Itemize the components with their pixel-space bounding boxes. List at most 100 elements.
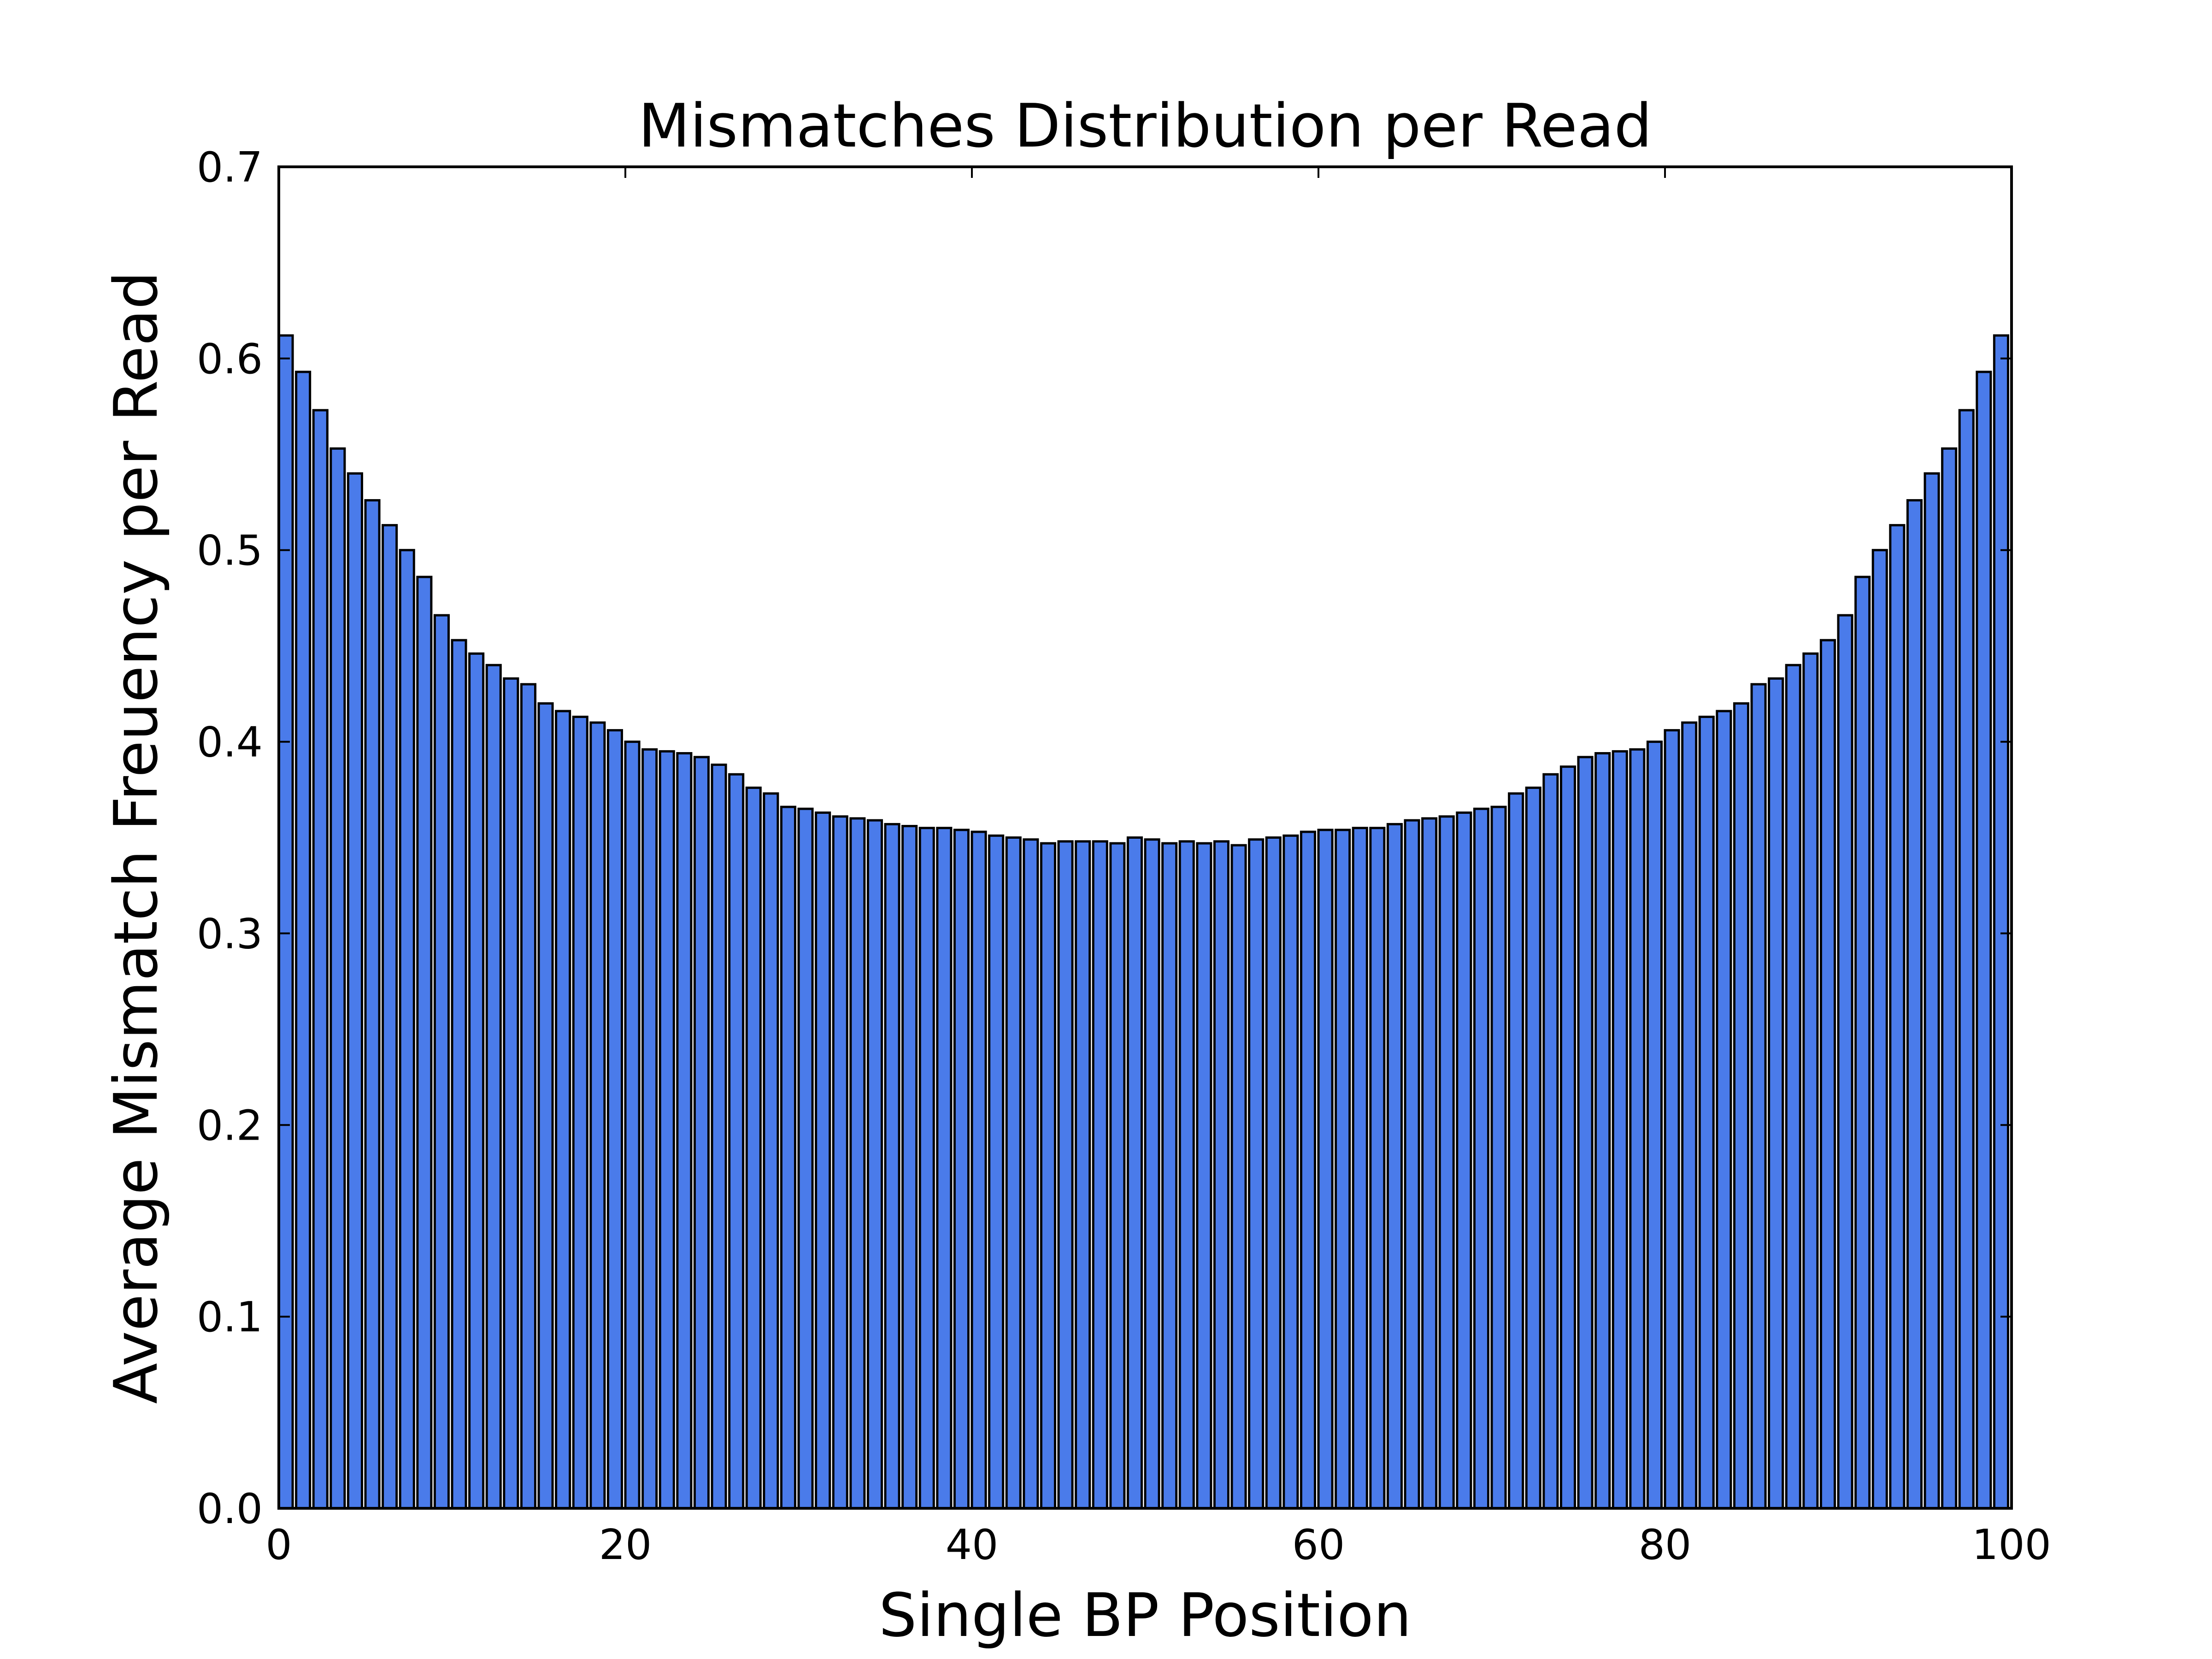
bar-23 (676, 752, 693, 1510)
bar-74 (1559, 765, 1576, 1510)
bar-47 (1092, 840, 1108, 1510)
bar-45 (1057, 840, 1074, 1510)
bar-18 (589, 721, 606, 1510)
bar-51 (1161, 842, 1178, 1510)
y-tick-label: 0.3 (197, 910, 263, 958)
bar-10 (451, 639, 467, 1510)
bar-90 (1837, 614, 1853, 1510)
bar-16 (555, 710, 571, 1510)
bar-96 (1941, 447, 1958, 1510)
bar-65 (1404, 819, 1420, 1510)
bar-44 (1040, 842, 1056, 1510)
bar-37 (918, 827, 935, 1510)
y-tick-label: 0.6 (197, 335, 263, 383)
x-tick-label: 40 (946, 1521, 999, 1569)
bar-11 (468, 652, 485, 1510)
bar-86 (1768, 677, 1784, 1510)
bar-61 (1335, 829, 1351, 1510)
y-tick-label: 0.2 (197, 1101, 263, 1150)
bar-34 (866, 819, 883, 1510)
bar-29 (780, 806, 796, 1510)
bar-39 (953, 829, 970, 1510)
bar-77 (1612, 750, 1628, 1510)
bar-21 (641, 748, 658, 1510)
x-axis-label: Single BP Position (879, 1580, 1412, 1650)
bar-17 (572, 716, 588, 1510)
y-tick-label: 0.0 (197, 1485, 263, 1533)
bar-79 (1646, 741, 1663, 1510)
bar-27 (745, 786, 762, 1510)
bar-13 (503, 677, 519, 1510)
bar-52 (1178, 840, 1195, 1510)
bar-9 (433, 614, 450, 1510)
bar-66 (1421, 817, 1438, 1510)
bar-83 (1716, 710, 1732, 1510)
bar-62 (1352, 827, 1368, 1510)
bar-73 (1542, 773, 1559, 1510)
bar-50 (1144, 838, 1160, 1510)
bar-28 (763, 792, 779, 1510)
bar-57 (1265, 836, 1282, 1510)
bar-35 (884, 823, 900, 1510)
bar-25 (711, 763, 727, 1510)
ticks-group: 0 20 40 60 80 100 0.0 0.1 0.2 0.3 0.4 0.5 0.6 0.7 (197, 143, 2051, 1569)
bar-54 (1213, 840, 1230, 1510)
y-tick-label: 0.4 (197, 718, 263, 767)
bar-97 (1958, 409, 1975, 1510)
bar-58 (1282, 834, 1299, 1510)
bar-69 (1473, 807, 1489, 1510)
bar-0 (277, 334, 294, 1510)
bar-6 (382, 524, 398, 1510)
bar-84 (1733, 702, 1749, 1510)
bar-60 (1317, 829, 1334, 1510)
bar-30 (797, 807, 814, 1510)
bar-92 (1871, 549, 1888, 1510)
bar-75 (1577, 756, 1594, 1510)
bar-42 (1005, 836, 1022, 1510)
bar-81 (1681, 721, 1698, 1510)
bar-53 (1196, 842, 1212, 1510)
bar-98 (1976, 371, 1992, 1510)
bar-71 (1508, 792, 1524, 1510)
plot-frame (277, 165, 2013, 1510)
x-tick-label: 60 (1292, 1521, 1345, 1569)
bar-48 (1109, 842, 1126, 1510)
bar-8 (416, 576, 433, 1510)
bar-22 (659, 750, 675, 1510)
chart-title: Mismatches Distribution per Read (638, 91, 1652, 161)
bar-4 (347, 472, 363, 1510)
bar-26 (728, 773, 745, 1510)
x-tick-label: 100 (1972, 1521, 2051, 1569)
bar-80 (1664, 729, 1680, 1510)
bar-56 (1248, 838, 1265, 1510)
bar-38 (936, 827, 953, 1510)
bar-40 (971, 830, 987, 1510)
x-tick-label: 0 (265, 1521, 292, 1569)
bar-59 (1300, 830, 1316, 1510)
bar-67 (1438, 815, 1455, 1510)
bar-70 (1490, 806, 1507, 1510)
bar-93 (1889, 524, 1906, 1510)
bar-63 (1369, 827, 1386, 1510)
bar-36 (901, 825, 918, 1510)
bar-64 (1386, 823, 1403, 1510)
bar-5 (364, 499, 381, 1510)
y-tick-label: 0.7 (197, 143, 263, 192)
bar-88 (1802, 652, 1819, 1510)
y-tick-label: 0.1 (197, 1293, 263, 1341)
bars-group (277, 334, 2009, 1510)
bar-41 (988, 834, 1005, 1510)
bar-12 (485, 664, 502, 1510)
bar-76 (1594, 752, 1611, 1510)
bar-15 (537, 702, 554, 1510)
bar-24 (693, 756, 710, 1510)
bar-94 (1906, 499, 1923, 1510)
bar-1 (295, 371, 312, 1510)
bar-82 (1698, 716, 1715, 1510)
y-axis-label: Average Mismatch Freuency per Read (101, 271, 171, 1404)
bar-72 (1525, 786, 1541, 1510)
y-tick-label: 0.5 (197, 527, 263, 575)
bar-46 (1075, 840, 1091, 1510)
bar-19 (606, 729, 623, 1510)
